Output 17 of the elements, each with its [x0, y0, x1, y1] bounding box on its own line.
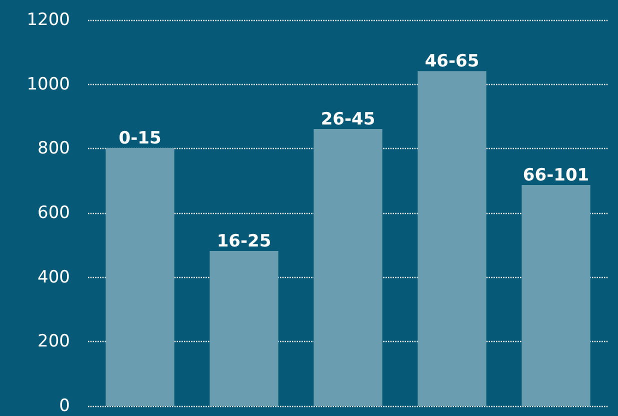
y-tick-label: 0 [59, 396, 70, 416]
y-tick-label: 200 [38, 332, 70, 352]
x-tick-label: 26-45 [320, 110, 376, 130]
bar [210, 250, 278, 406]
x-tick-label: 16-25 [216, 231, 272, 252]
y-tick-label: 400 [38, 267, 70, 288]
bar [522, 185, 590, 406]
x-tick-label: 66-101 [522, 166, 590, 186]
y-tick-label: 600 [38, 203, 70, 223]
y-tick-label: 1200 [26, 10, 70, 30]
y-tick-label: 1000 [26, 74, 70, 94]
y-tick-label: 800 [38, 138, 70, 159]
bar [106, 148, 174, 406]
bar [314, 129, 382, 406]
bar [418, 71, 486, 406]
x-tick-label: 0-15 [118, 128, 162, 149]
x-tick-label: 46-65 [424, 52, 480, 72]
